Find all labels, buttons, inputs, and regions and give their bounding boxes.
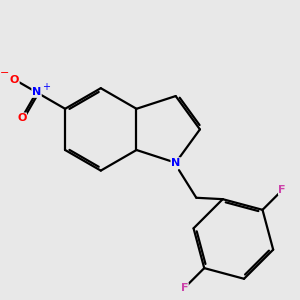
Text: O: O — [17, 113, 26, 123]
Text: N: N — [171, 158, 180, 168]
Text: F: F — [181, 283, 188, 293]
Text: −: − — [0, 68, 9, 78]
Text: F: F — [278, 185, 286, 195]
Text: N: N — [32, 87, 41, 97]
Text: +: + — [42, 82, 50, 92]
Text: O: O — [10, 74, 19, 85]
